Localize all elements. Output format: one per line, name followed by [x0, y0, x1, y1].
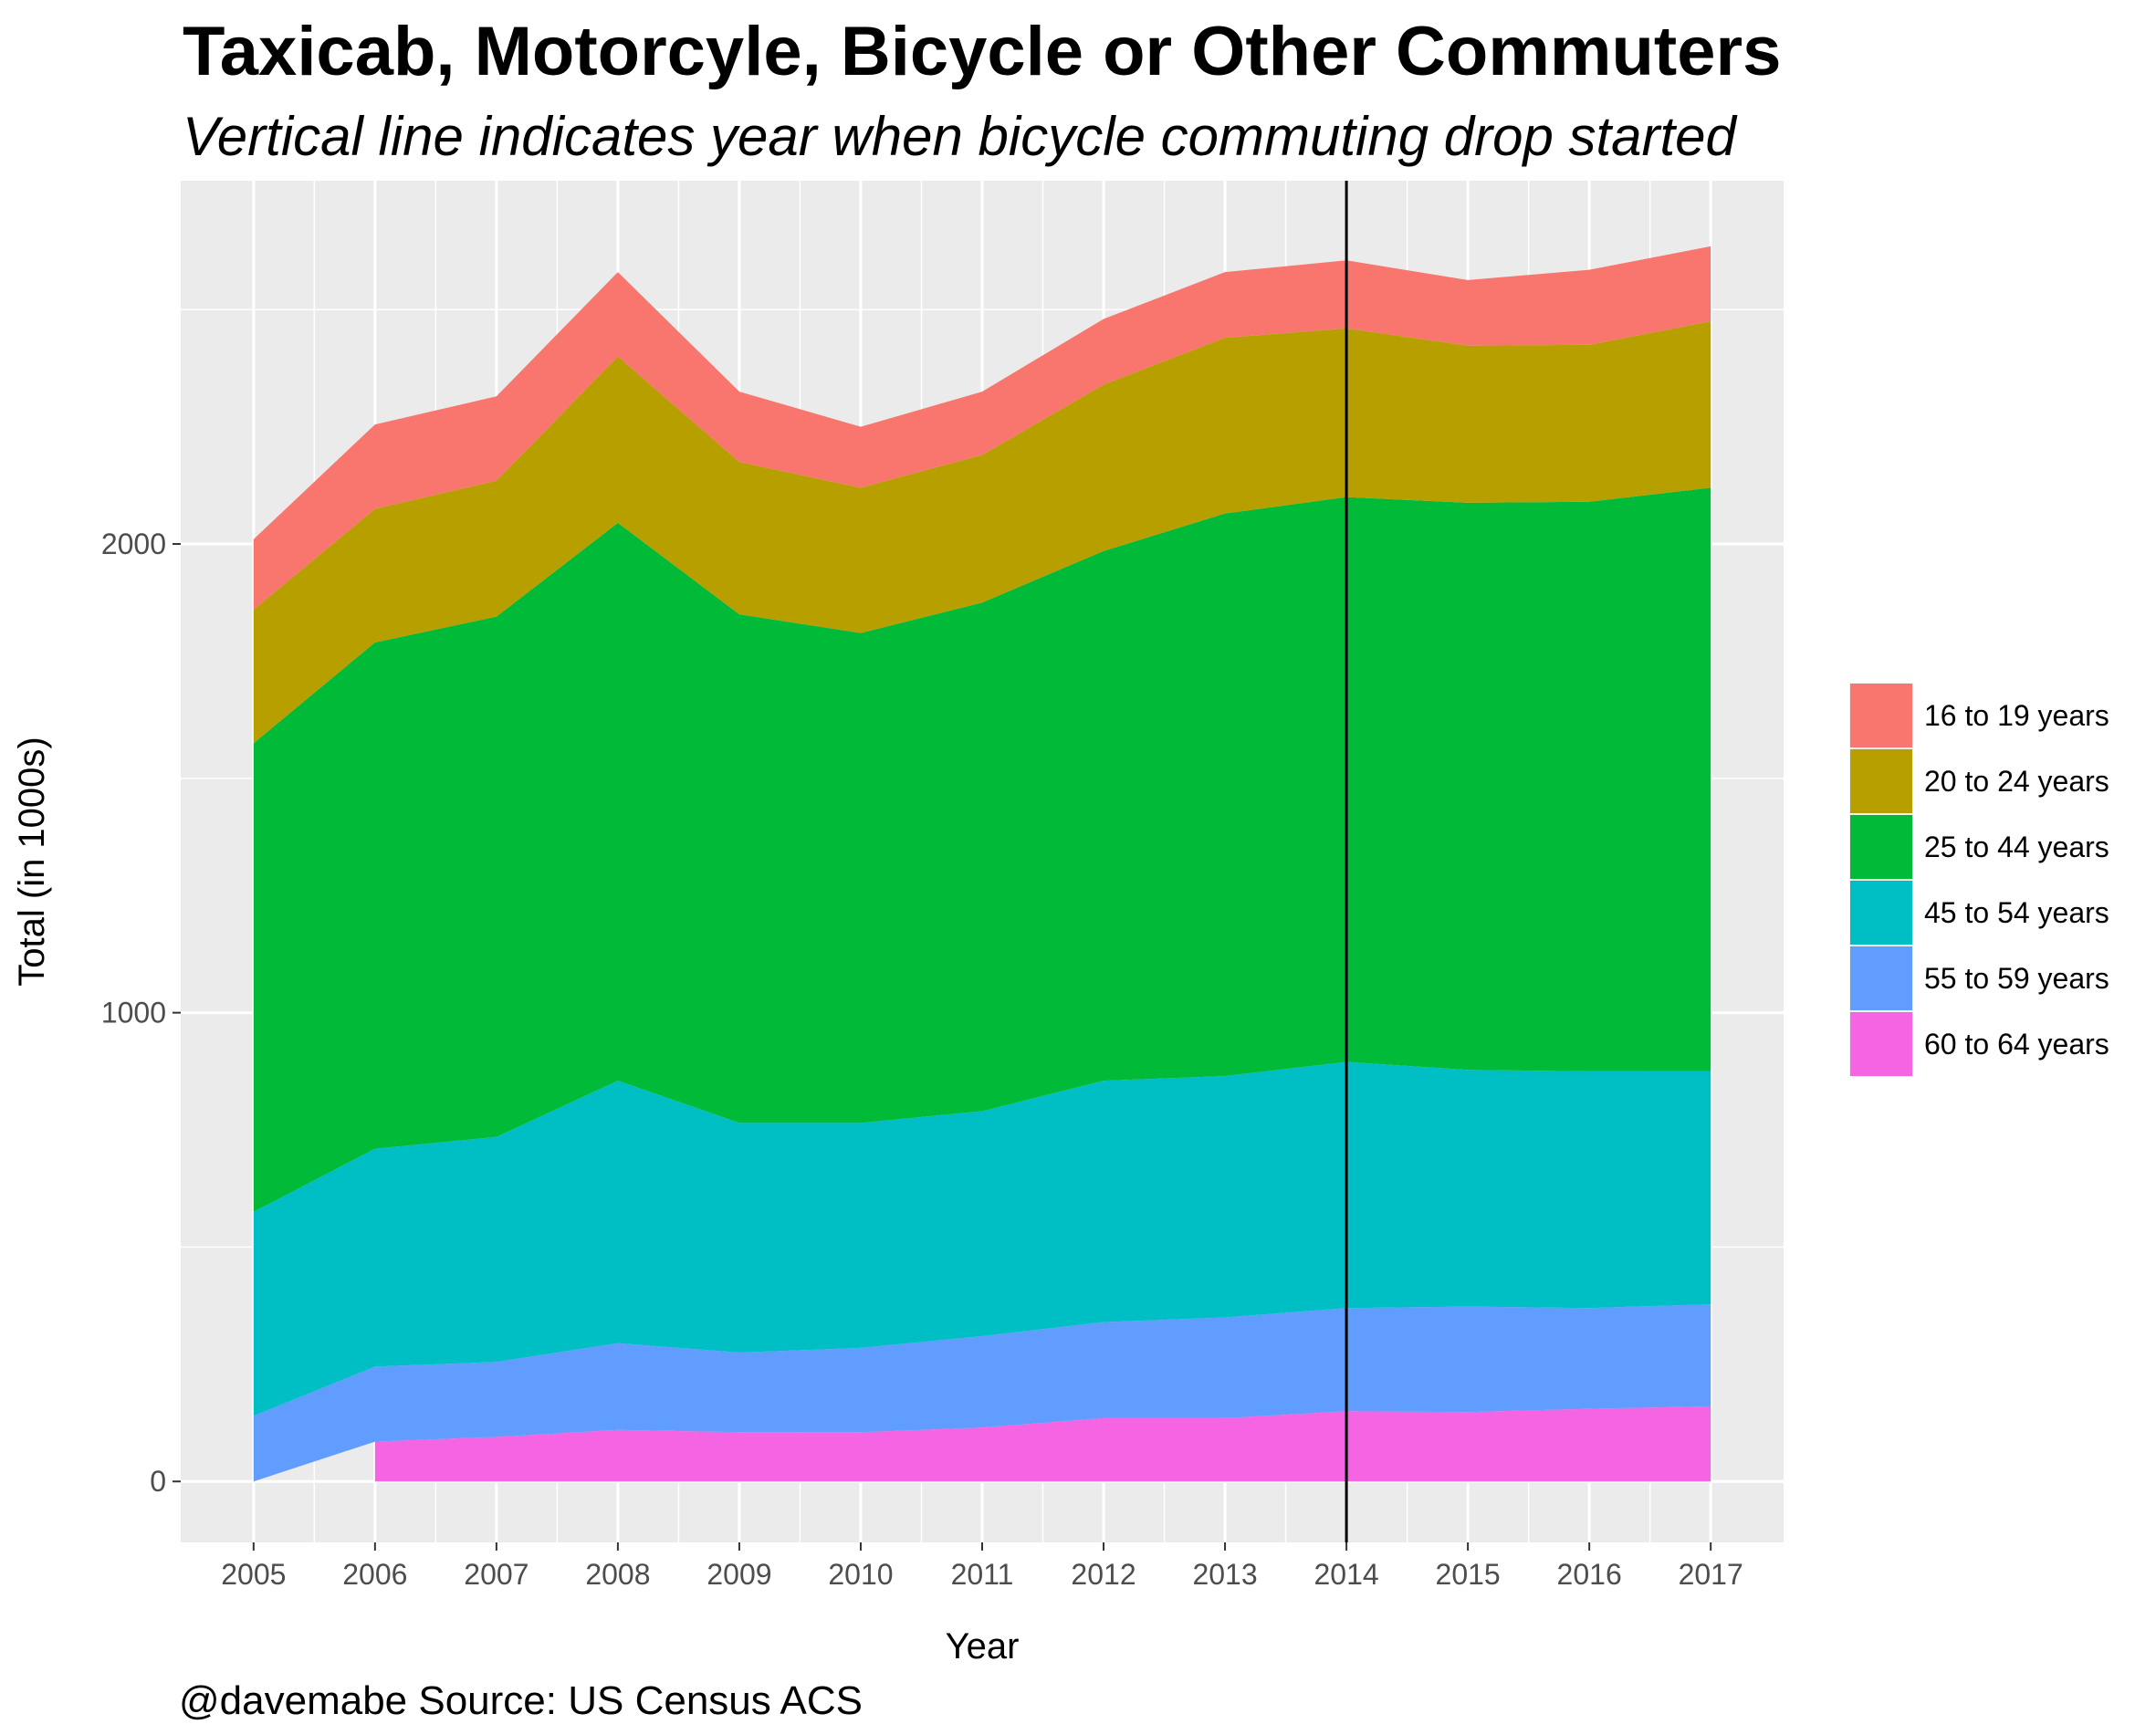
chart-subtitle: Vertical line indicates year when bicycl…	[183, 106, 1738, 167]
x-tick-label: 2017	[1679, 1558, 1743, 1591]
legend-label-45-to-54-years: 45 to 54 years	[1924, 896, 2109, 929]
legend-swatch-16-to-19-years	[1850, 684, 1912, 747]
legend-label-25-to-44-years: 25 to 44 years	[1924, 831, 2109, 863]
chart-title: Taxicab, Motorcyle, Bicycle or Other Com…	[183, 13, 1781, 90]
x-axis: 2005 2006 2007 2008 2009 2010 2011 2012 2013 2014…	[221, 1542, 1743, 1591]
legend-label-16-to-19-years: 16 to 19 years	[1924, 699, 2109, 732]
caption: @davemabe Source: US Census ACS	[179, 1678, 863, 1723]
legend: 16 to 19 years 20 to 24 years 25 to 44 yea…	[1849, 683, 2109, 1077]
legend-swatch-45-to-54-years	[1850, 881, 1912, 945]
x-tick-label: 2014	[1313, 1558, 1378, 1591]
x-tick-label: 2010	[828, 1558, 893, 1591]
legend-label-55-to-59-years: 55 to 59 years	[1924, 962, 2109, 995]
area-layers	[253, 246, 1711, 1482]
x-tick-label: 2011	[951, 1558, 1014, 1591]
y-tick-label: 1000	[101, 997, 166, 1029]
x-tick-label: 2006	[342, 1558, 407, 1591]
y-axis-title: Total (in 1000s)	[12, 737, 52, 986]
legend-swatch-20-to-24-years	[1850, 749, 1912, 813]
x-tick-label: 2009	[706, 1558, 771, 1591]
area-60-to-64-years	[374, 1406, 1711, 1482]
x-tick-label: 2015	[1436, 1558, 1501, 1591]
x-tick-label: 2016	[1557, 1558, 1622, 1591]
x-tick-label: 2013	[1192, 1558, 1257, 1591]
x-axis-title: Year	[946, 1626, 1020, 1667]
legend-swatch-25-to-44-years	[1850, 815, 1912, 879]
y-tick-label: 0	[150, 1465, 166, 1498]
y-tick-label: 2000	[101, 528, 166, 560]
legend-label-60-to-64-years: 60 to 64 years	[1924, 1028, 2109, 1061]
x-tick-label: 2008	[585, 1558, 650, 1591]
legend-label-20-to-24-years: 20 to 24 years	[1924, 765, 2109, 798]
x-tick-label: 2005	[221, 1558, 286, 1591]
area-16-to-19-years	[253, 246, 1711, 610]
y-axis: 0 1000 2000	[101, 528, 181, 1498]
legend-swatch-60-to-64-years	[1850, 1012, 1912, 1076]
legend-swatch-55-to-59-years	[1850, 946, 1912, 1010]
x-tick-label: 2012	[1071, 1558, 1136, 1591]
x-tick-label: 2007	[464, 1558, 529, 1591]
